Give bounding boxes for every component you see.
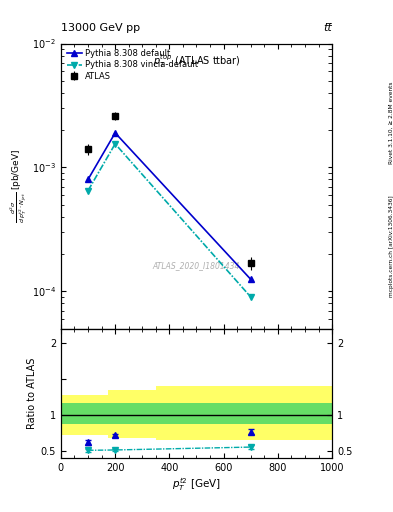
- Pythia 8.308 default: [113, 130, 118, 136]
- Line: Pythia 8.308 vincia-default: Pythia 8.308 vincia-default: [84, 140, 254, 301]
- Pythia 8.308 default: [248, 276, 253, 283]
- Legend: Pythia 8.308 default, Pythia 8.308 vincia-default, ATLAS: Pythia 8.308 default, Pythia 8.308 vinci…: [65, 48, 200, 82]
- Pythia 8.308 vincia-default: [86, 187, 90, 194]
- Pythia 8.308 default: [86, 176, 90, 182]
- Text: $p_T^{top}$ (ATLAS ttbar): $p_T^{top}$ (ATLAS ttbar): [152, 52, 241, 70]
- Text: 13000 GeV pp: 13000 GeV pp: [61, 23, 140, 33]
- X-axis label: $p_T^{t2}$ [GeV]: $p_T^{t2}$ [GeV]: [172, 476, 221, 493]
- Text: Rivet 3.1.10, ≥ 2.8M events: Rivet 3.1.10, ≥ 2.8M events: [389, 81, 393, 164]
- Line: Pythia 8.308 default: Pythia 8.308 default: [84, 130, 254, 283]
- Text: tt̅: tt̅: [323, 23, 332, 33]
- Y-axis label: $\frac{d^2\sigma}{d\,p_T^{t2}\cdot N_{jet}}$ [pb/GeV]: $\frac{d^2\sigma}{d\,p_T^{t2}\cdot N_{je…: [8, 149, 29, 223]
- Y-axis label: Ratio to ATLAS: Ratio to ATLAS: [26, 358, 37, 429]
- Pythia 8.308 vincia-default: [248, 294, 253, 300]
- Pythia 8.308 vincia-default: [113, 141, 118, 147]
- Text: mcplots.cern.ch [arXiv:1306.3436]: mcplots.cern.ch [arXiv:1306.3436]: [389, 195, 393, 296]
- Text: ATLAS_2020_I1801434: ATLAS_2020_I1801434: [153, 262, 240, 270]
